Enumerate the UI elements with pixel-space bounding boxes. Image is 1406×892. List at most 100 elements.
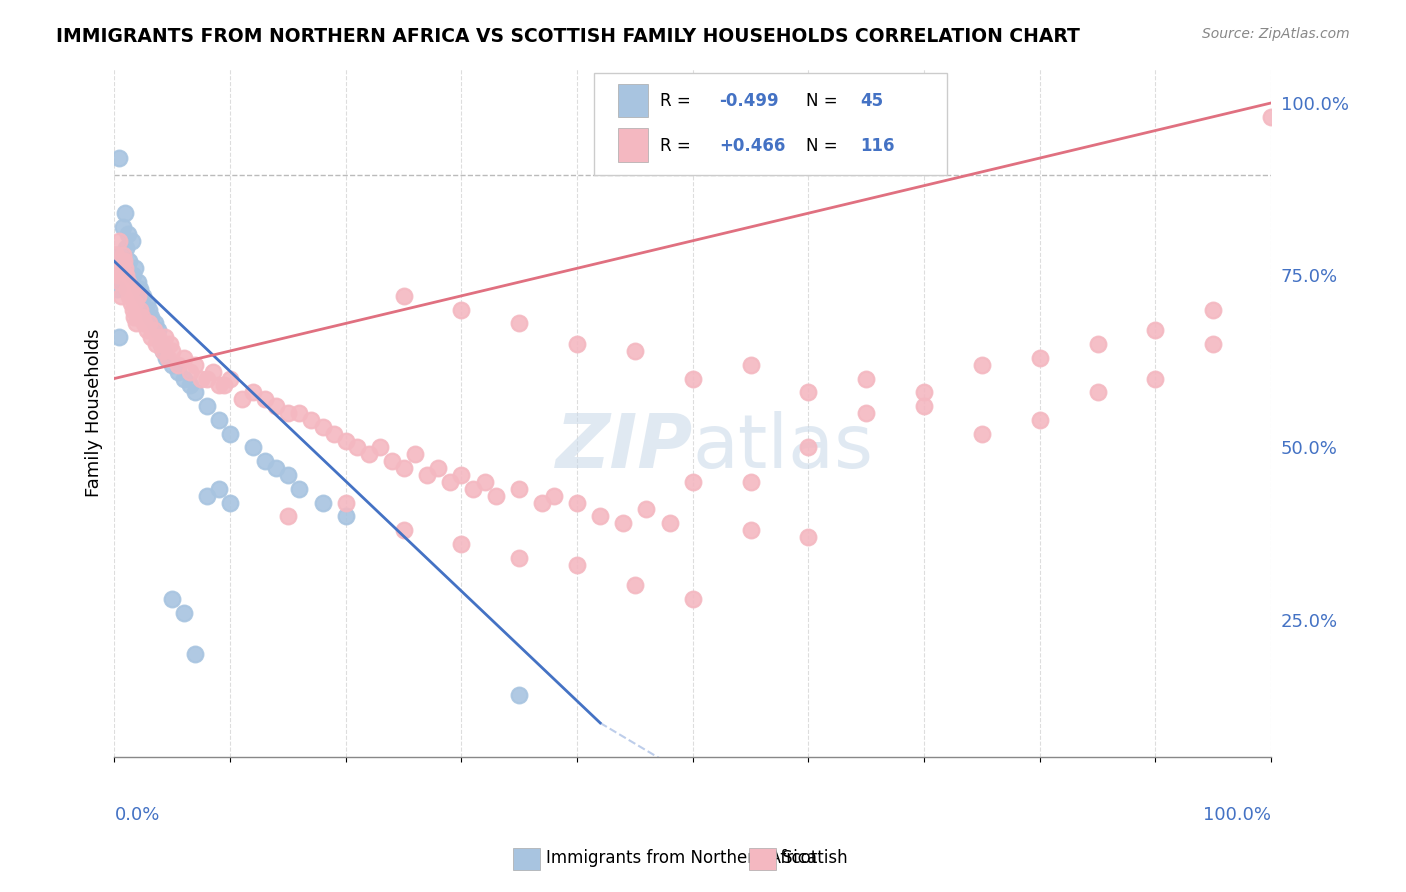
Point xyxy=(970,426,993,441)
Point xyxy=(162,591,184,606)
Point xyxy=(122,268,145,283)
Point xyxy=(392,461,415,475)
Point xyxy=(173,606,195,620)
Point xyxy=(1087,337,1109,351)
Point xyxy=(105,282,128,296)
Point xyxy=(740,358,762,372)
Point xyxy=(152,343,174,358)
Point xyxy=(110,289,132,303)
Point xyxy=(1260,110,1282,124)
Point xyxy=(162,358,184,372)
Point xyxy=(277,509,299,524)
Point xyxy=(636,502,658,516)
Point xyxy=(149,337,172,351)
Point xyxy=(143,317,166,331)
FancyBboxPatch shape xyxy=(595,73,948,176)
Point xyxy=(184,385,207,400)
Point xyxy=(148,330,170,344)
Point xyxy=(450,467,472,482)
Point xyxy=(450,537,472,551)
Point xyxy=(195,371,218,385)
Point xyxy=(125,317,148,331)
Point xyxy=(335,509,357,524)
Point xyxy=(108,234,131,248)
Text: N =: N = xyxy=(806,136,844,154)
Point xyxy=(299,413,322,427)
Point xyxy=(114,261,136,276)
Text: 0.0%: 0.0% xyxy=(114,805,160,823)
Point xyxy=(565,495,588,509)
Point xyxy=(135,295,157,310)
Point xyxy=(357,447,380,461)
Point xyxy=(167,365,190,379)
Point xyxy=(190,371,212,385)
Point xyxy=(128,302,150,317)
Point xyxy=(335,495,357,509)
Point xyxy=(219,495,242,509)
Point xyxy=(277,406,299,420)
Point xyxy=(108,151,131,165)
Point xyxy=(335,434,357,448)
Point xyxy=(797,385,820,400)
Point xyxy=(118,254,141,268)
Point xyxy=(1029,413,1052,427)
Point xyxy=(508,317,530,331)
Point xyxy=(120,295,142,310)
Point xyxy=(624,578,647,592)
Point xyxy=(682,591,704,606)
Point xyxy=(148,323,170,337)
Point xyxy=(219,426,242,441)
Point xyxy=(132,289,155,303)
Point xyxy=(277,467,299,482)
Text: +0.466: +0.466 xyxy=(720,136,786,154)
Point xyxy=(970,358,993,372)
Point xyxy=(124,261,146,276)
Point xyxy=(108,330,131,344)
Point xyxy=(162,343,184,358)
Point xyxy=(117,227,139,241)
Text: -0.499: -0.499 xyxy=(720,92,779,110)
Point xyxy=(111,247,134,261)
Point xyxy=(855,371,877,385)
Point xyxy=(740,475,762,489)
Point xyxy=(439,475,461,489)
Point xyxy=(131,310,153,324)
Text: R =: R = xyxy=(661,92,696,110)
Point xyxy=(912,399,935,413)
Point xyxy=(107,268,129,283)
Point xyxy=(138,302,160,317)
Point xyxy=(145,337,167,351)
Point xyxy=(138,317,160,331)
Point xyxy=(1087,385,1109,400)
Point xyxy=(288,406,311,420)
Point xyxy=(323,426,346,441)
Point xyxy=(543,489,565,503)
Point xyxy=(461,482,484,496)
Text: ZIP: ZIP xyxy=(555,411,693,483)
Point xyxy=(612,516,634,531)
Point xyxy=(485,489,508,503)
Point xyxy=(155,330,177,344)
Point xyxy=(214,378,236,392)
Point xyxy=(195,399,218,413)
Point xyxy=(111,219,134,234)
Point xyxy=(797,441,820,455)
Point xyxy=(740,523,762,537)
Point xyxy=(114,206,136,220)
Point xyxy=(207,378,229,392)
Point xyxy=(115,268,138,283)
Point xyxy=(104,247,127,261)
Point xyxy=(159,337,181,351)
Point xyxy=(173,351,195,365)
Point xyxy=(195,489,218,503)
Point xyxy=(149,337,172,351)
Point xyxy=(1202,302,1225,317)
Point xyxy=(122,310,145,324)
Point xyxy=(531,495,554,509)
Point xyxy=(108,275,131,289)
Point xyxy=(242,441,264,455)
Point xyxy=(392,289,415,303)
Point xyxy=(346,441,368,455)
Point xyxy=(134,317,156,331)
Point xyxy=(141,310,163,324)
